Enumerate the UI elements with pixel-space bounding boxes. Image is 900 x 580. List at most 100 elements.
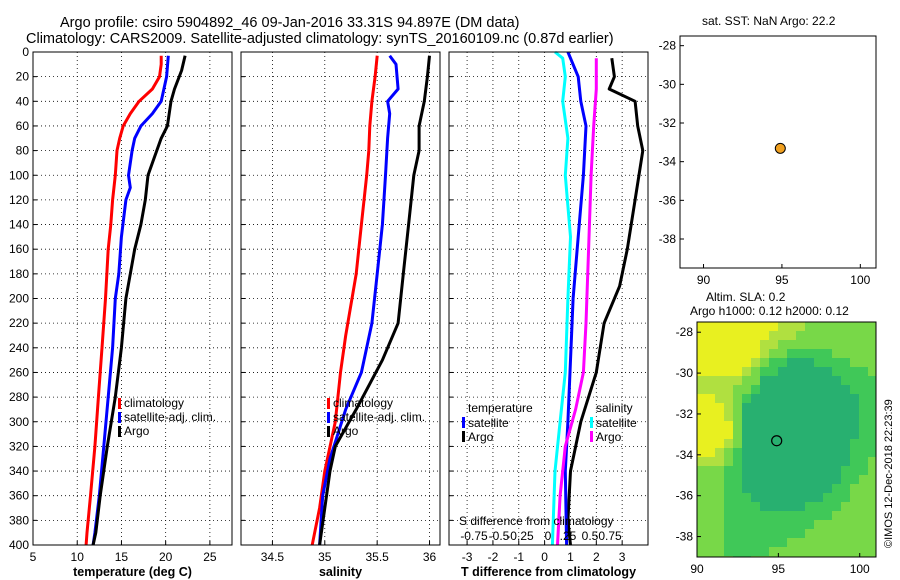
heatmap-cell	[778, 322, 787, 331]
heatmap-cell	[832, 448, 841, 457]
heatmap-cell	[742, 322, 751, 331]
heatmap-cell	[796, 322, 805, 331]
x-tick-label: -3	[462, 550, 473, 564]
heatmap-cell	[814, 502, 823, 511]
heatmap-cell	[769, 448, 778, 457]
heatmap-cell	[796, 493, 805, 502]
heatmap-cell	[778, 358, 787, 367]
heatmap-cell	[859, 439, 868, 448]
x-axis-label: salinity	[319, 565, 362, 579]
heatmap-cell	[868, 502, 876, 511]
heatmap-cell	[805, 475, 814, 484]
heatmap-cell	[778, 403, 787, 412]
heatmap-cell	[823, 502, 832, 511]
heatmap-cell	[805, 349, 814, 358]
heatmap-cell	[697, 358, 706, 367]
x-tick-label: -1	[513, 550, 524, 564]
heatmap-cell	[796, 475, 805, 484]
heatmap-cell	[796, 349, 805, 358]
heatmap-cell	[706, 439, 715, 448]
heatmap-cell	[706, 502, 715, 511]
y-tick-label: -30	[659, 77, 677, 91]
heatmap-cell	[841, 493, 850, 502]
heatmap-cell	[715, 547, 724, 556]
heatmap-cell	[841, 412, 850, 421]
heatmap-cell	[769, 538, 778, 547]
heatmap-cell	[832, 511, 841, 520]
heatmap-cell	[859, 367, 868, 376]
heatmap-cell	[706, 511, 715, 520]
heatmap-cell	[841, 475, 850, 484]
heatmap-cell	[715, 493, 724, 502]
heatmap-cell	[787, 358, 796, 367]
legend-swatch	[327, 426, 330, 437]
heatmap-cell	[724, 439, 733, 448]
heatmap-cell	[832, 457, 841, 466]
heatmap-cell	[778, 349, 787, 358]
y-tick-label: -34	[676, 448, 694, 462]
heatmap-cell	[769, 547, 778, 556]
heatmap-cell	[760, 367, 769, 376]
heatmap-cell	[787, 502, 796, 511]
map-title-line1: Altim. SLA: 0.2	[706, 290, 786, 304]
heatmap-cell	[814, 529, 823, 538]
heatmap-cell	[697, 529, 706, 538]
heatmap-cell	[733, 376, 742, 385]
heatmap-cell	[724, 466, 733, 475]
x-tick-label: 25	[203, 550, 217, 564]
heatmap-cell	[814, 547, 823, 556]
heatmap-cell	[733, 466, 742, 475]
heatmap-cell	[841, 430, 850, 439]
heatmap-cell	[706, 484, 715, 493]
heatmap-cell	[715, 466, 724, 475]
heatmap-cell	[787, 376, 796, 385]
heatmap-cell	[832, 385, 841, 394]
heatmap-cell	[850, 520, 859, 529]
heatmap-cell	[805, 466, 814, 475]
heatmap-cell	[697, 475, 706, 484]
heatmap-cell	[742, 538, 751, 547]
heatmap-cell	[760, 466, 769, 475]
heatmap-cell	[706, 403, 715, 412]
heatmap-cell	[778, 367, 787, 376]
heatmap-cell	[814, 322, 823, 331]
heatmap-cell	[859, 349, 868, 358]
heatmap-cell	[760, 394, 769, 403]
heatmap-cell	[814, 520, 823, 529]
heatmap-cell	[814, 448, 823, 457]
heatmap-cell	[715, 439, 724, 448]
series-line-climatology	[310, 55, 379, 546]
heatmap-cell	[814, 412, 823, 421]
heatmap-cell	[805, 511, 814, 520]
series-line-climatology	[84, 55, 163, 546]
heatmap-cell	[715, 475, 724, 484]
heatmap-cell	[733, 367, 742, 376]
x-axis-label: temperature (deg C)	[73, 565, 192, 579]
x-tick-label: 100	[850, 562, 870, 576]
y-tick-label: 40	[16, 94, 30, 108]
heatmap-cell	[832, 484, 841, 493]
heatmap-cell	[787, 484, 796, 493]
heatmap-cell	[823, 394, 832, 403]
heatmap-cell	[850, 448, 859, 457]
heatmap-cell	[796, 331, 805, 340]
top-tick-label: -0.25	[506, 529, 534, 543]
figure-title-line2: Climatology: CARS2009. Satellite-adjuste…	[26, 31, 614, 47]
heatmap-cell	[841, 457, 850, 466]
heatmap-cell	[778, 475, 787, 484]
heatmap-cell	[868, 349, 876, 358]
heatmap-cell	[769, 394, 778, 403]
heatmap-cell	[733, 538, 742, 547]
heatmap-cell	[724, 367, 733, 376]
heatmap-cell	[823, 367, 832, 376]
heatmap-cell	[760, 322, 769, 331]
heatmap-cell	[742, 403, 751, 412]
heatmap-cell	[859, 475, 868, 484]
y-tick-label: 60	[16, 119, 30, 133]
heatmap-cell	[850, 484, 859, 493]
heatmap-cell	[859, 547, 868, 556]
heatmap-cell	[733, 493, 742, 502]
heatmap-cell	[868, 511, 876, 520]
heatmap-cell	[724, 412, 733, 421]
